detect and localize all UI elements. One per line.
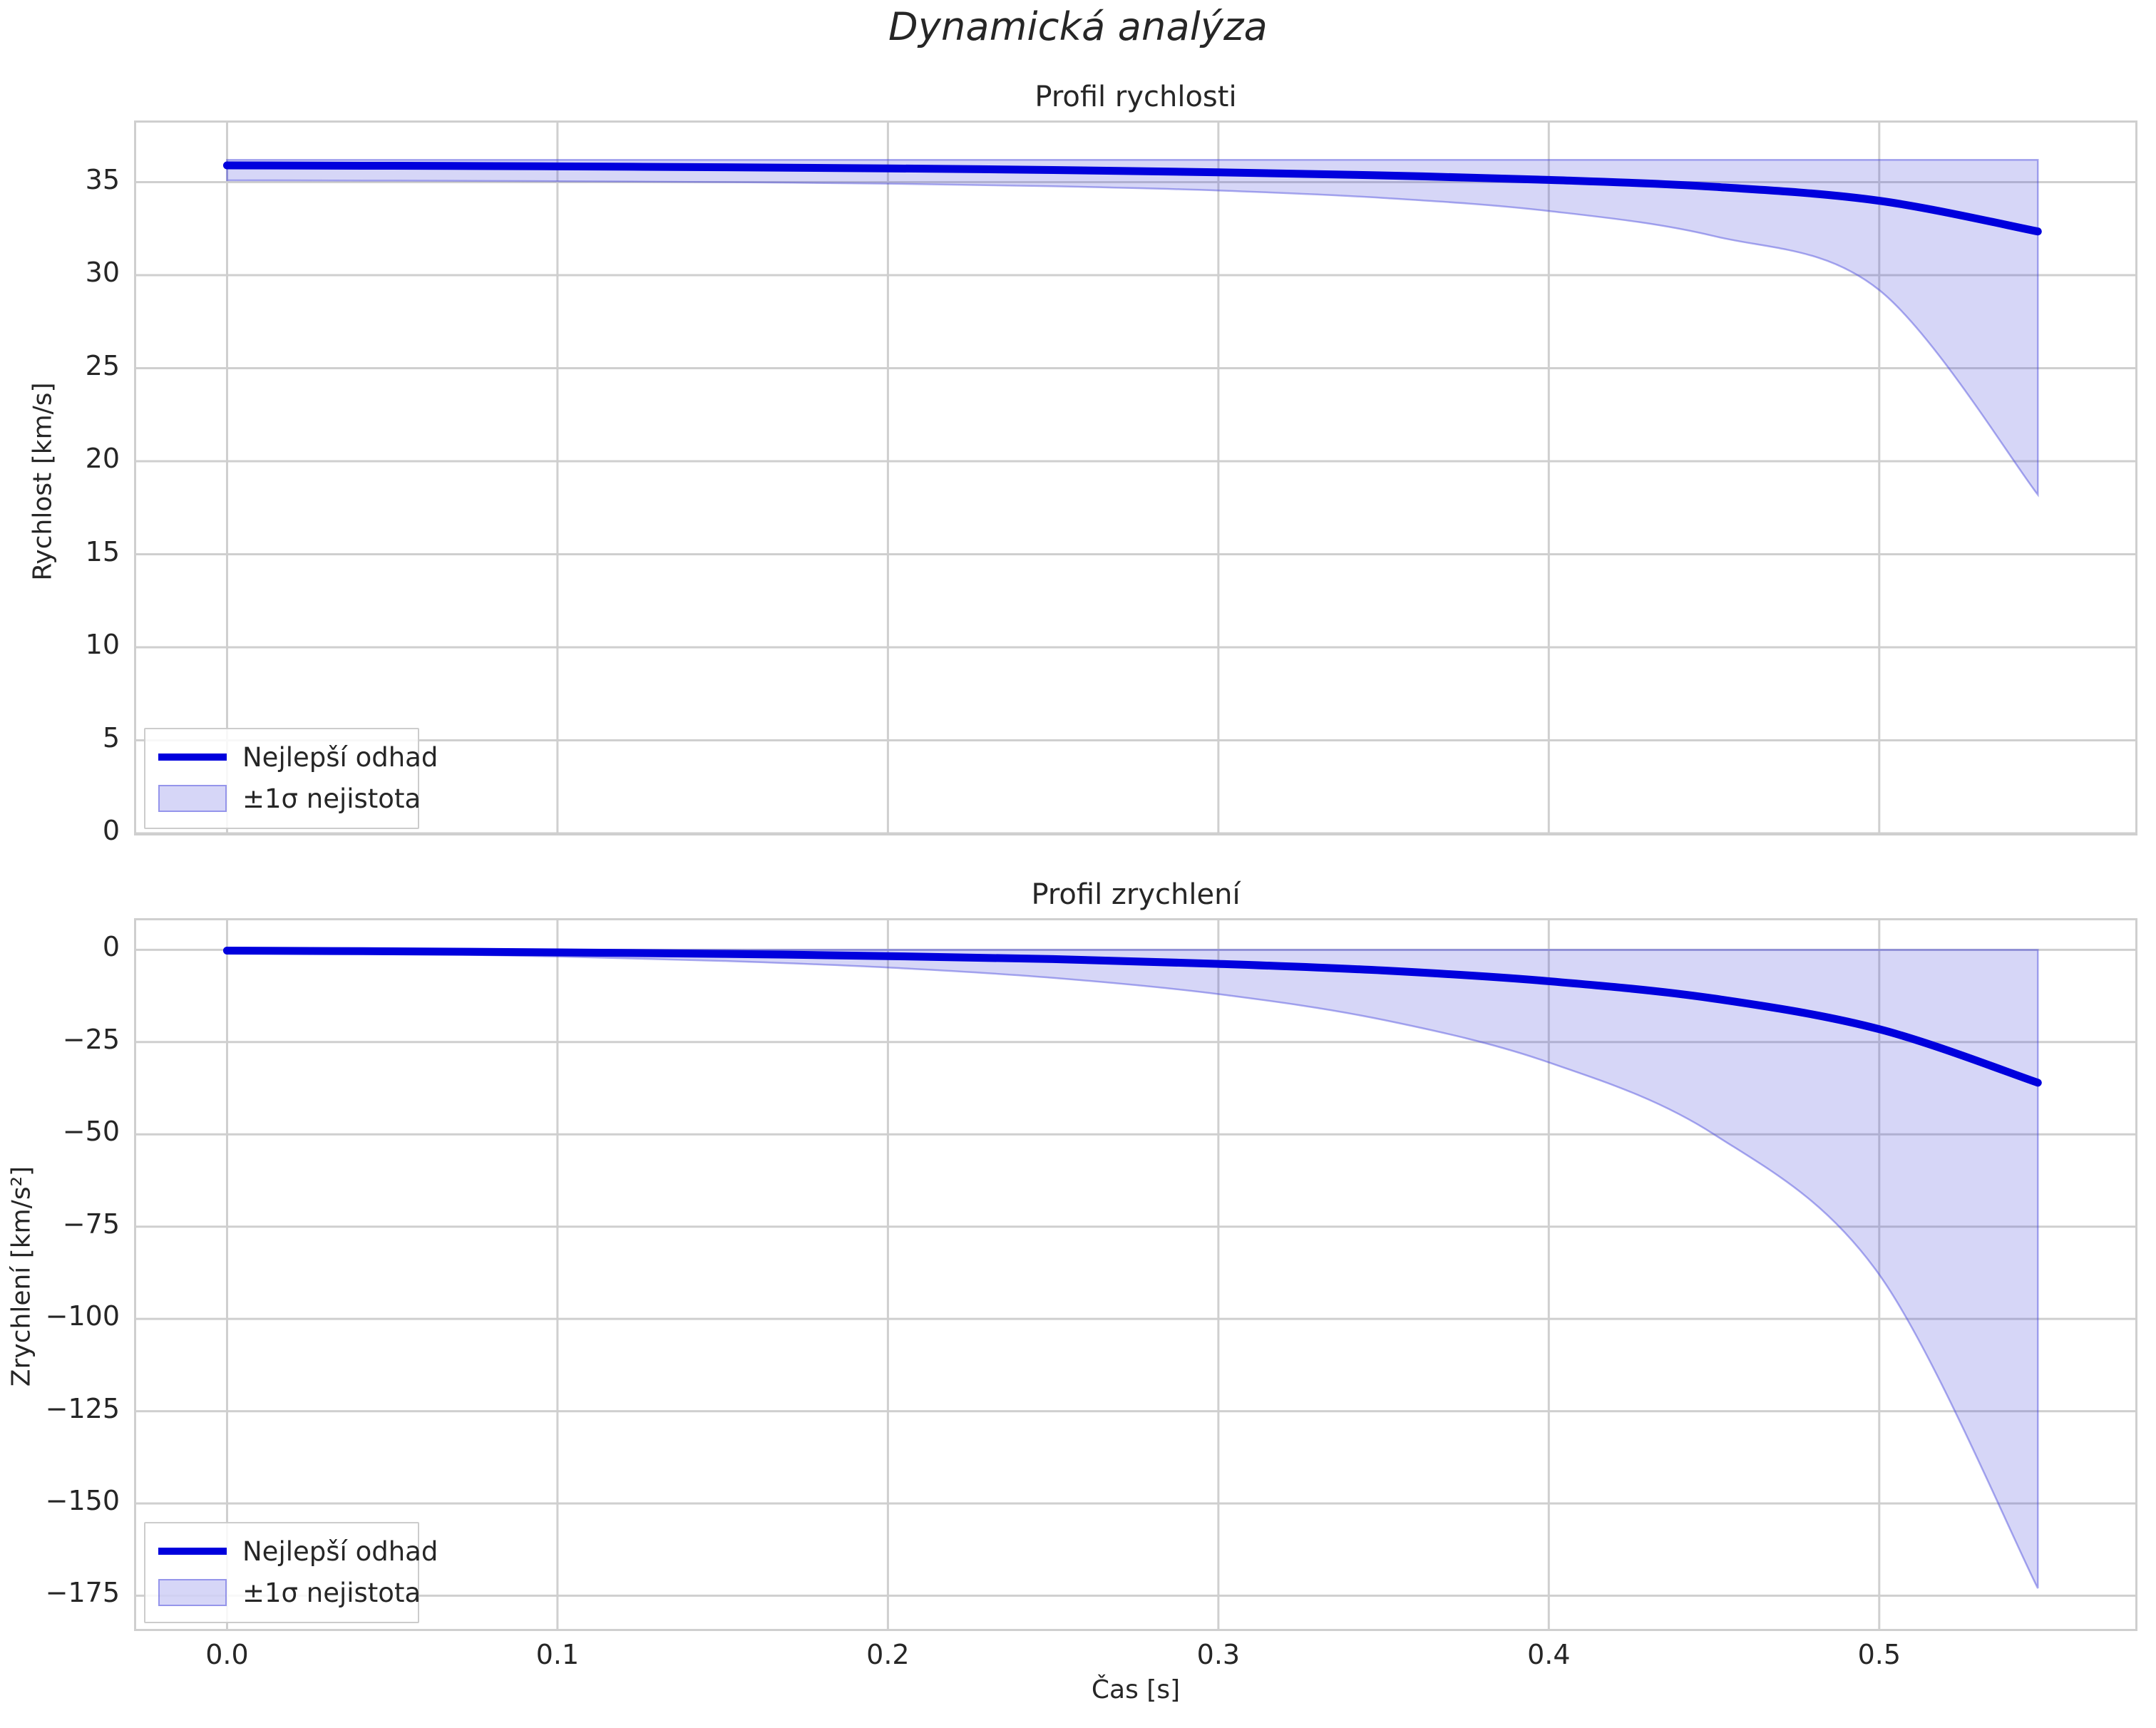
ytick-label: −125 bbox=[45, 1392, 120, 1424]
xtick-label: 0.4 bbox=[1527, 1639, 1571, 1670]
ytick-label: 20 bbox=[85, 443, 120, 474]
legend-line-label: Nejlepší odhad bbox=[242, 741, 438, 773]
xtick-label: 0.5 bbox=[1857, 1639, 1901, 1670]
subplot2-best-estimate-line bbox=[222, 946, 2042, 1087]
xtick-label: 0.2 bbox=[866, 1639, 910, 1670]
xtick-label: 0.1 bbox=[535, 1639, 580, 1670]
subplot1-svg bbox=[136, 123, 2135, 833]
subplot2-title: Profil zrychlení bbox=[1031, 878, 1241, 911]
ytick-label: −100 bbox=[45, 1300, 120, 1332]
ytick-label: 25 bbox=[85, 349, 120, 381]
legend-row-band: ±1σ nejistota bbox=[158, 778, 421, 819]
best-estimate-path bbox=[222, 946, 2042, 1087]
subplot2-ylabel: Zrychlení [km/s²] bbox=[6, 1166, 36, 1387]
ytick-label: 0 bbox=[102, 931, 120, 963]
legend-line-label: Nejlepší odhad bbox=[242, 1536, 438, 1567]
ytick-label: −50 bbox=[62, 1116, 120, 1148]
figure-suptitle: Dynamická analýza bbox=[888, 4, 1268, 49]
legend-band-label: ±1σ nejistota bbox=[242, 1577, 421, 1608]
uncertainty-band-path bbox=[226, 158, 2039, 498]
legend-band-label: ±1σ nejistota bbox=[242, 783, 421, 814]
subplot1-best-estimate-line bbox=[222, 161, 2042, 236]
ytick-label: 5 bbox=[102, 721, 120, 754]
subplot1-uncertainty-band bbox=[226, 158, 2039, 498]
best-estimate-path bbox=[222, 161, 2042, 236]
legend-row-line: Nejlepší odhad bbox=[158, 1531, 438, 1572]
subplot1-gridlines bbox=[136, 123, 2135, 833]
subplot2-svg bbox=[136, 920, 2135, 1629]
subplot2-uncertainty-band bbox=[226, 949, 2039, 1589]
legend-band-swatch bbox=[158, 785, 227, 812]
legend-line-swatch bbox=[158, 754, 227, 761]
subplot1-title: Profil rychlosti bbox=[1035, 81, 1237, 113]
legend-band-swatch bbox=[158, 1579, 227, 1606]
legend-row-line: Nejlepší odhad bbox=[158, 736, 438, 778]
xtick-label: 0.3 bbox=[1196, 1639, 1241, 1670]
ytick-label: 30 bbox=[85, 257, 120, 289]
xtick-label: 0.0 bbox=[205, 1639, 249, 1670]
ytick-label: −175 bbox=[45, 1577, 120, 1609]
subplot1-legend: Nejlepší odhad ±1σ nejistota bbox=[144, 728, 438, 829]
uncertainty-band-path bbox=[226, 949, 2039, 1589]
ytick-label: 10 bbox=[85, 629, 120, 660]
legend-line-swatch bbox=[158, 1548, 227, 1555]
ytick-label: 35 bbox=[85, 163, 120, 195]
subplot2-xlabel: Čas [s] bbox=[1091, 1675, 1181, 1704]
subplot2-gridlines bbox=[136, 920, 2135, 1629]
ytick-label: −150 bbox=[45, 1484, 120, 1516]
subplot1-plot-area bbox=[134, 120, 2137, 835]
ytick-label: 15 bbox=[85, 535, 120, 567]
subplot2-plot-area bbox=[134, 918, 2137, 1631]
legend-row-band: ±1σ nejistota bbox=[158, 1572, 421, 1613]
ytick-label: −75 bbox=[62, 1208, 120, 1240]
subplot2-legend: Nejlepší odhad ±1σ nejistota bbox=[144, 1522, 438, 1623]
ytick-label: −25 bbox=[62, 1023, 120, 1055]
ytick-label: 0 bbox=[102, 815, 120, 846]
